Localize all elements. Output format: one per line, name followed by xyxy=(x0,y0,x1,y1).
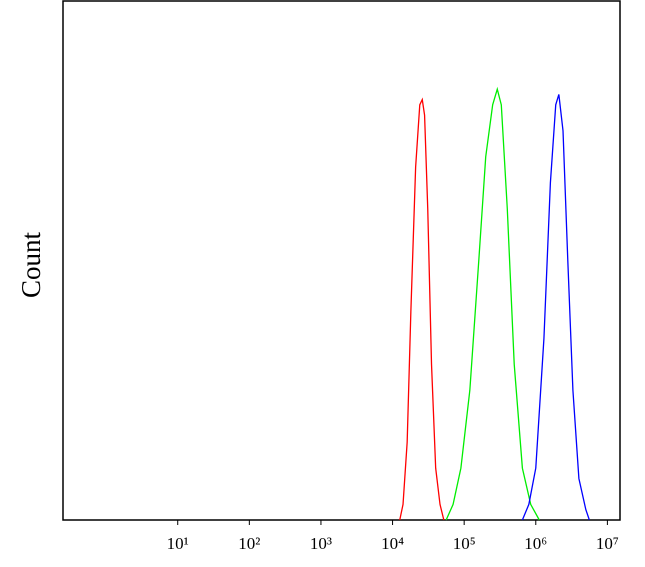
plot-frame xyxy=(62,0,621,521)
x-tick-label: 10⁴ xyxy=(381,534,404,553)
histogram-line xyxy=(445,86,540,521)
x-tick-label: 10⁶ xyxy=(524,534,547,553)
x-tick-label: 10² xyxy=(238,534,260,553)
y-axis-label: Count xyxy=(16,231,46,298)
x-tick-label: 10⁵ xyxy=(453,534,476,553)
x-tick-label: 10³ xyxy=(310,534,332,553)
x-tick-label: 10¹ xyxy=(167,534,189,553)
x-tick-label: 10⁷ xyxy=(596,534,619,553)
histogram-line xyxy=(521,94,590,521)
histogram-line xyxy=(399,97,445,521)
